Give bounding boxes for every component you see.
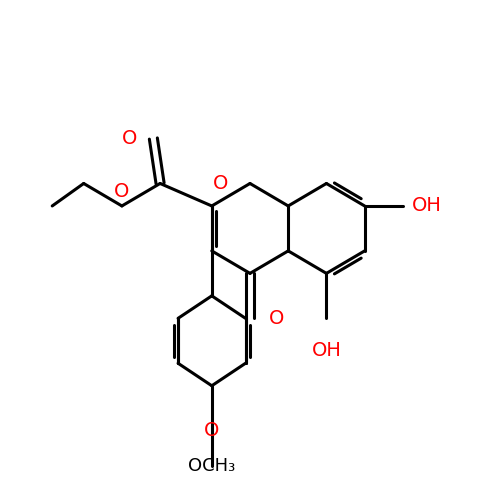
Text: O: O [213,174,228,193]
Text: OH: OH [312,341,342,360]
Text: OH: OH [412,196,442,216]
Text: O: O [122,129,138,148]
Text: OCH₃: OCH₃ [188,457,236,475]
Text: O: O [114,182,130,202]
Text: O: O [204,421,220,440]
Text: O: O [269,309,284,328]
